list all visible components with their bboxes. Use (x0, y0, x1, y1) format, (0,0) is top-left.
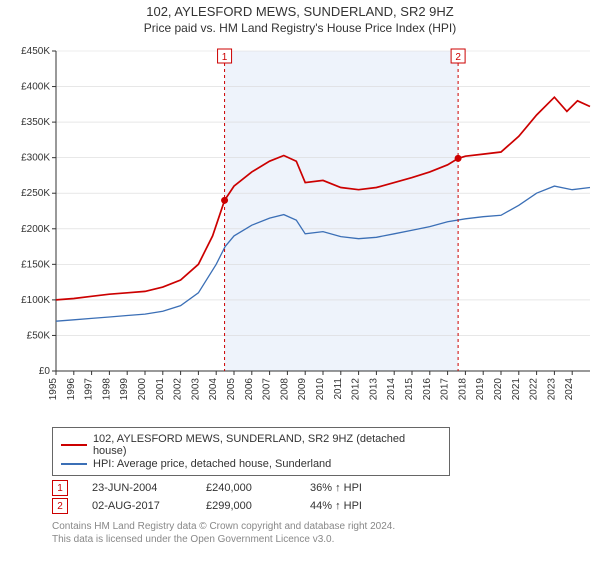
legend-label: HPI: Average price, detached house, Sund… (93, 458, 331, 470)
svg-text:2006: 2006 (244, 378, 255, 401)
svg-text:1999: 1999 (119, 378, 130, 401)
svg-text:2007: 2007 (262, 378, 273, 401)
svg-text:2017: 2017 (440, 378, 451, 401)
svg-text:2011: 2011 (333, 378, 344, 400)
svg-text:2024: 2024 (564, 378, 575, 401)
page-subtitle: Price paid vs. HM Land Registry's House … (0, 21, 600, 35)
footer-line: This data is licensed under the Open Gov… (52, 533, 590, 546)
svg-text:1997: 1997 (84, 378, 95, 401)
marker-badge: 1 (52, 480, 68, 496)
marker-pct: 44% ↑ HPI (310, 500, 400, 512)
svg-text:2001: 2001 (155, 378, 166, 401)
legend-swatch (61, 463, 87, 465)
legend-item: HPI: Average price, detached house, Sund… (61, 458, 441, 470)
page-title: 102, AYLESFORD MEWS, SUNDERLAND, SR2 9HZ (0, 4, 600, 19)
footer-line: Contains HM Land Registry data © Crown c… (52, 520, 590, 533)
svg-text:£0: £0 (39, 366, 51, 377)
svg-text:2010: 2010 (315, 378, 326, 401)
svg-text:2021: 2021 (511, 378, 522, 401)
marker-price: £299,000 (206, 500, 286, 512)
svg-text:£250K: £250K (21, 188, 50, 199)
svg-text:2019: 2019 (475, 378, 486, 401)
legend: 102, AYLESFORD MEWS, SUNDERLAND, SR2 9HZ… (52, 427, 450, 476)
svg-text:2002: 2002 (173, 378, 184, 401)
svg-text:2003: 2003 (190, 378, 201, 401)
svg-text:2004: 2004 (208, 378, 219, 401)
footer-attribution: Contains HM Land Registry data © Crown c… (52, 520, 590, 546)
svg-text:1995: 1995 (48, 378, 59, 401)
svg-text:2008: 2008 (279, 378, 290, 401)
svg-text:2013: 2013 (368, 378, 379, 401)
legend-item: 102, AYLESFORD MEWS, SUNDERLAND, SR2 9HZ… (61, 433, 441, 457)
svg-text:2012: 2012 (351, 378, 362, 401)
legend-swatch (61, 444, 87, 446)
svg-text:1: 1 (222, 52, 228, 63)
marker-pct: 36% ↑ HPI (310, 482, 400, 494)
svg-text:£400K: £400K (21, 82, 50, 93)
svg-text:2015: 2015 (404, 378, 415, 401)
svg-text:£200K: £200K (21, 224, 50, 235)
svg-text:£450K: £450K (21, 46, 50, 57)
marker-badge: 2 (52, 498, 68, 514)
svg-text:2016: 2016 (422, 378, 433, 401)
svg-text:2020: 2020 (493, 378, 504, 401)
svg-text:£300K: £300K (21, 153, 50, 164)
price-chart: £0 £50K £100K £150K £200K £250K £300K £350K £400… (0, 41, 600, 421)
marker-table: 1 23-JUN-2004 £240,000 36% ↑ HPI 2 02-AUG-201… (52, 480, 590, 514)
svg-text:2000: 2000 (137, 378, 148, 401)
marker-price: £240,000 (206, 482, 286, 494)
svg-text:2018: 2018 (457, 378, 468, 401)
marker-row: 2 02-AUG-2017 £299,000 44% ↑ HPI (52, 498, 590, 514)
svg-text:2023: 2023 (546, 378, 557, 401)
svg-text:2: 2 (455, 52, 461, 63)
marker-date: 02-AUG-2017 (92, 500, 182, 512)
svg-text:2009: 2009 (297, 378, 308, 401)
marker-date: 23-JUN-2004 (92, 482, 182, 494)
svg-text:2005: 2005 (226, 378, 237, 401)
svg-text:£100K: £100K (21, 295, 50, 306)
svg-text:1996: 1996 (66, 378, 77, 401)
svg-text:1998: 1998 (101, 378, 112, 401)
svg-text:£350K: £350K (21, 117, 50, 128)
svg-text:£150K: £150K (21, 259, 50, 270)
svg-text:2014: 2014 (386, 378, 397, 401)
svg-text:2022: 2022 (529, 378, 540, 401)
legend-label: 102, AYLESFORD MEWS, SUNDERLAND, SR2 9HZ… (93, 433, 441, 457)
marker-row: 1 23-JUN-2004 £240,000 36% ↑ HPI (52, 480, 590, 496)
svg-text:£50K: £50K (27, 330, 51, 341)
